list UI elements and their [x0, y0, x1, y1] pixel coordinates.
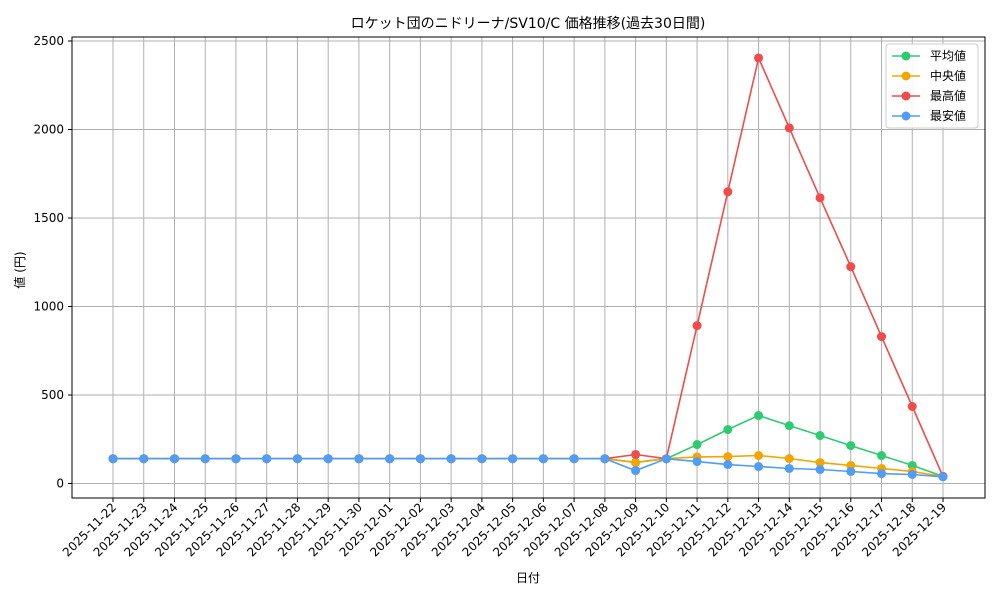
- data-point: [723, 460, 733, 470]
- data-point: [477, 454, 487, 464]
- series-line: [113, 457, 944, 478]
- data-point: [815, 431, 825, 441]
- chart-title: ロケット団のニドリーナ/SV10/C 価格推移(過去30日間): [351, 16, 706, 32]
- legend-label: 平均値: [930, 48, 966, 63]
- data-point: [815, 458, 825, 468]
- data-point: [231, 454, 241, 464]
- data-point: [385, 454, 395, 464]
- data-point: [292, 454, 302, 464]
- data-point: [569, 454, 579, 464]
- data-point: [262, 454, 272, 464]
- legend-swatch-marker: [901, 111, 911, 121]
- data-point: [538, 454, 548, 464]
- data-point: [108, 454, 118, 464]
- data-point: [631, 458, 641, 468]
- data-point: [631, 466, 641, 476]
- x-axis-label: 日付: [516, 571, 540, 585]
- data-point: [938, 472, 948, 482]
- legend-swatch-marker: [901, 91, 911, 101]
- y-axis-label: 値 (円): [12, 251, 27, 288]
- data-point: [723, 187, 733, 197]
- series-3: [108, 454, 948, 482]
- data-point: [723, 452, 733, 462]
- data-point: [907, 402, 917, 412]
- data-point: [784, 421, 794, 431]
- data-point: [877, 469, 887, 479]
- data-point: [200, 454, 210, 464]
- data-point: [754, 411, 764, 421]
- data-point: [846, 441, 856, 451]
- data-point: [692, 321, 702, 331]
- y-tick-label: 2000: [33, 123, 64, 137]
- legend-label: 最安値: [930, 108, 966, 123]
- plot-frame: [71, 36, 986, 499]
- data-point: [692, 440, 702, 450]
- data-point: [784, 454, 794, 464]
- y-axis-ticks: 0 500 1000 1500 2000 2500: [33, 34, 72, 491]
- data-point: [446, 454, 456, 464]
- legend-label: 中央値: [930, 68, 966, 83]
- series-line: [113, 55, 944, 477]
- legend-swatch-marker: [901, 51, 911, 61]
- data-point: [815, 193, 825, 203]
- data-point: [692, 457, 702, 467]
- data-point: [784, 123, 794, 133]
- data-point: [846, 466, 856, 476]
- x-axis-ticks: 2025-11-222025-11-232025-11-242025-11-25…: [60, 498, 949, 559]
- data-point: [754, 462, 764, 472]
- series-2: [108, 53, 948, 481]
- data-point: [661, 454, 671, 464]
- data-point: [754, 53, 764, 63]
- y-tick-label: 2500: [33, 34, 64, 48]
- legend-label: 最高値: [930, 88, 966, 103]
- data-point: [415, 454, 425, 464]
- data-point: [169, 454, 179, 464]
- y-tick-label: 1000: [33, 300, 64, 314]
- data-point: [754, 451, 764, 461]
- data-point: [784, 463, 794, 473]
- data-point: [877, 451, 887, 461]
- data-point: [139, 454, 149, 464]
- data-point: [354, 454, 364, 464]
- data-point: [846, 262, 856, 272]
- y-tick-label: 500: [41, 388, 64, 402]
- data-point: [508, 454, 518, 464]
- data-point: [723, 425, 733, 435]
- data-point: [631, 449, 641, 459]
- legend-box: [885, 43, 979, 129]
- y-tick-label: 0: [56, 477, 64, 491]
- data-point: [323, 454, 333, 464]
- data-point: [600, 454, 610, 464]
- data-point: [907, 469, 917, 479]
- legend-swatch-marker: [901, 71, 911, 81]
- data-point: [815, 465, 825, 475]
- series-lines: [108, 53, 948, 482]
- data-point: [877, 332, 887, 342]
- y-tick-label: 1500: [33, 211, 64, 225]
